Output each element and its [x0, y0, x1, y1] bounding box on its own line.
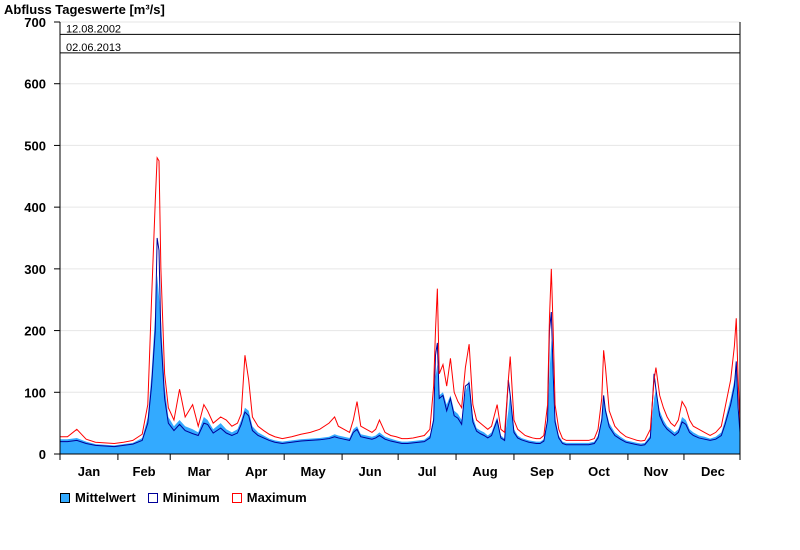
- x-tick-label: Aug: [472, 464, 497, 479]
- chart-title: Abfluss Tageswerte [m³/s]: [4, 2, 165, 17]
- reference-lines: 12.08.2002 02.06.2013: [60, 23, 740, 54]
- reference-line-label: 12.08.2002: [66, 23, 121, 35]
- x-tick-label: Mar: [188, 464, 211, 479]
- series-minimum-line: [60, 237, 741, 448]
- chart-legend: Mittelwert Minimum Maximum: [60, 490, 319, 505]
- grid-lines: [60, 21, 740, 393]
- min-max-lines-layer: [60, 156, 741, 448]
- x-tick-label: Nov: [644, 464, 669, 479]
- legend-label-max: Maximum: [246, 490, 307, 505]
- x-tick-label: Apr: [245, 464, 267, 479]
- x-tick-label: Dec: [701, 464, 725, 479]
- series-maximum-line: [60, 156, 741, 445]
- legend-label-min: Minimum: [162, 490, 220, 505]
- mean-area-layer: [60, 275, 740, 454]
- x-tick-labels: Jan Feb Mar Apr May Jun Jul Aug Sep Oct Nov Dec: [78, 464, 725, 479]
- legend-item-min: Minimum: [147, 490, 220, 505]
- y-tick-label: 400: [24, 200, 46, 215]
- axes: [54, 21, 741, 460]
- y-tick-label: 700: [24, 15, 46, 30]
- y-tick-labels: 0 100 200 300 400 500 600 700: [24, 15, 46, 462]
- y-tick-label: 100: [24, 385, 46, 400]
- legend-swatch-max: [231, 492, 242, 503]
- legend-item-max: Maximum: [231, 490, 307, 505]
- legend-label-mean: Mittelwert: [75, 490, 136, 505]
- legend-swatch-mean: [60, 492, 70, 503]
- x-tick-label: Feb: [133, 464, 156, 479]
- x-tick-label: Jan: [78, 464, 100, 479]
- legend-swatch-min: [147, 492, 158, 503]
- y-tick-label: 500: [24, 138, 46, 153]
- x-tick-label: Jul: [418, 464, 437, 479]
- y-tick-label: 200: [24, 324, 46, 339]
- x-tick-label: May: [300, 464, 326, 479]
- x-tick-label: Oct: [588, 464, 610, 479]
- series-mittelwert-area: [60, 275, 740, 454]
- y-tick-label: 600: [24, 77, 46, 92]
- legend-item-mean: Mittelwert: [60, 490, 136, 505]
- x-tick-label: Sep: [530, 464, 554, 479]
- y-tick-label: 0: [39, 447, 46, 462]
- y-tick-label: 300: [24, 262, 46, 277]
- reference-line-label: 02.06.2013: [66, 42, 121, 54]
- x-tick-label: Jun: [359, 464, 382, 479]
